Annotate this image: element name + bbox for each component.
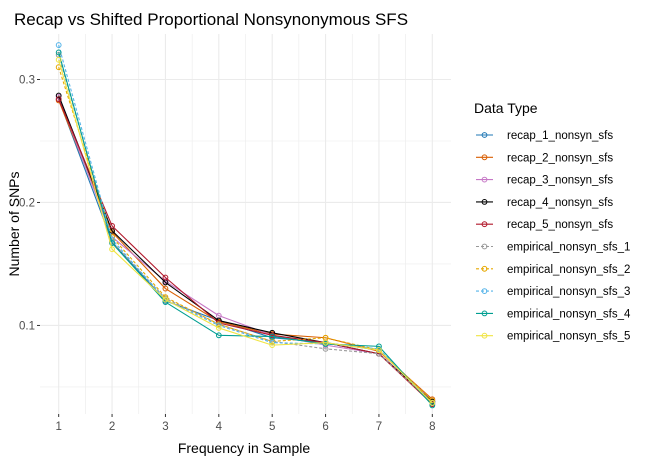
legend-item: recap_4_nonsyn_sfs [476, 197, 613, 209]
data-point [109, 222, 115, 229]
legend: Data Type recap_1_nonsyn_sfs recap_2_nons… [474, 100, 631, 343]
data-point [269, 333, 276, 340]
x-tick-label: 3 [162, 421, 168, 433]
data-point [162, 285, 169, 292]
series-line [58, 67, 433, 401]
data-point [55, 92, 62, 99]
legend-label: recap_5_nonsyn_sfs [507, 219, 613, 231]
data-point [162, 296, 169, 303]
x-tick-label: 6 [322, 421, 328, 433]
data-point [55, 42, 62, 48]
x-tick-label: 4 [216, 421, 223, 433]
chart-title: Recap vs Shifted Proportional Nonsynonym… [14, 10, 408, 29]
data-point [162, 274, 169, 281]
legend-item: empirical_nonsyn_sfs_1 [476, 242, 630, 254]
legend-label: empirical_nonsyn_sfs_1 [507, 242, 630, 254]
legend-key-marker [481, 132, 488, 138]
legend-item: empirical_nonsyn_sfs_5 [476, 331, 630, 343]
legend-key-marker [481, 332, 488, 339]
data-point [376, 347, 382, 353]
series-line [58, 59, 433, 404]
data-point [429, 402, 436, 409]
legend-label: empirical_nonsyn_sfs_5 [507, 331, 630, 343]
legend-label: empirical_nonsyn_sfs_2 [507, 264, 630, 276]
legend-title: Data Type [474, 100, 538, 116]
legend-item: recap_1_nonsyn_sfs [476, 130, 613, 142]
data-point [376, 343, 382, 350]
series-line [58, 52, 433, 406]
plot-grid [40, 34, 451, 414]
legend-label: recap_2_nonsyn_sfs [507, 152, 613, 164]
legend-label: recap_3_nonsyn_sfs [507, 175, 613, 187]
y-tick-label: 0.2 [19, 197, 35, 209]
data-point [429, 400, 436, 406]
legend-item: recap_2_nonsyn_sfs [476, 152, 613, 164]
x-axis: 1 2 3 4 5 6 7 8 [55, 414, 436, 433]
x-tick-label: 7 [376, 421, 382, 433]
legend-label: empirical_nonsyn_sfs_3 [507, 286, 630, 298]
data-point [109, 246, 115, 253]
legend-label: empirical_nonsyn_sfs_4 [507, 308, 631, 320]
legend-key-marker [481, 154, 488, 161]
data-point [215, 325, 222, 331]
y-tick-label: 0.1 [19, 320, 35, 332]
y-tick-label: 0.3 [19, 75, 35, 87]
legend-key-marker [481, 221, 488, 228]
legend-label: recap_1_nonsyn_sfs [507, 130, 613, 142]
data-point [322, 339, 329, 346]
legend-key-marker [481, 243, 488, 250]
x-tick-label: 8 [429, 421, 435, 433]
data-point [55, 49, 62, 56]
plot-series [55, 42, 436, 409]
x-tick-label: 5 [269, 421, 275, 433]
series-line [58, 44, 433, 404]
series-line [58, 98, 433, 405]
y-axis-title: Number of SNPs [6, 171, 22, 276]
series-empirical_nonsyn_sfs_4 [55, 49, 436, 409]
x-tick-label: 1 [55, 421, 61, 433]
data-point [109, 240, 115, 246]
legend-key-marker [481, 310, 488, 317]
legend-key-marker [481, 265, 488, 272]
legend-item: empirical_nonsyn_sfs_3 [476, 286, 630, 298]
legend-key-marker [481, 176, 488, 183]
legend-item: empirical_nonsyn_sfs_2 [476, 264, 630, 276]
x-tick-label: 2 [109, 421, 115, 433]
data-point [215, 332, 222, 339]
legend-item: recap_5_nonsyn_sfs [476, 219, 613, 231]
legend-key-marker [481, 199, 488, 205]
series-line [58, 54, 433, 404]
series-empirical_nonsyn_sfs_5 [55, 56, 436, 406]
data-point [55, 96, 62, 103]
legend-item: empirical_nonsyn_sfs_4 [476, 308, 631, 320]
data-point [55, 56, 62, 63]
legend-key-marker [481, 288, 488, 295]
data-point [269, 342, 276, 349]
x-axis-title: Frequency in Sample [178, 440, 311, 456]
y-axis: 0.1 0.2 0.3 [19, 75, 40, 332]
legend-item: recap_3_nonsyn_sfs [476, 175, 613, 187]
legend-label: recap_4_nonsyn_sfs [507, 197, 613, 209]
